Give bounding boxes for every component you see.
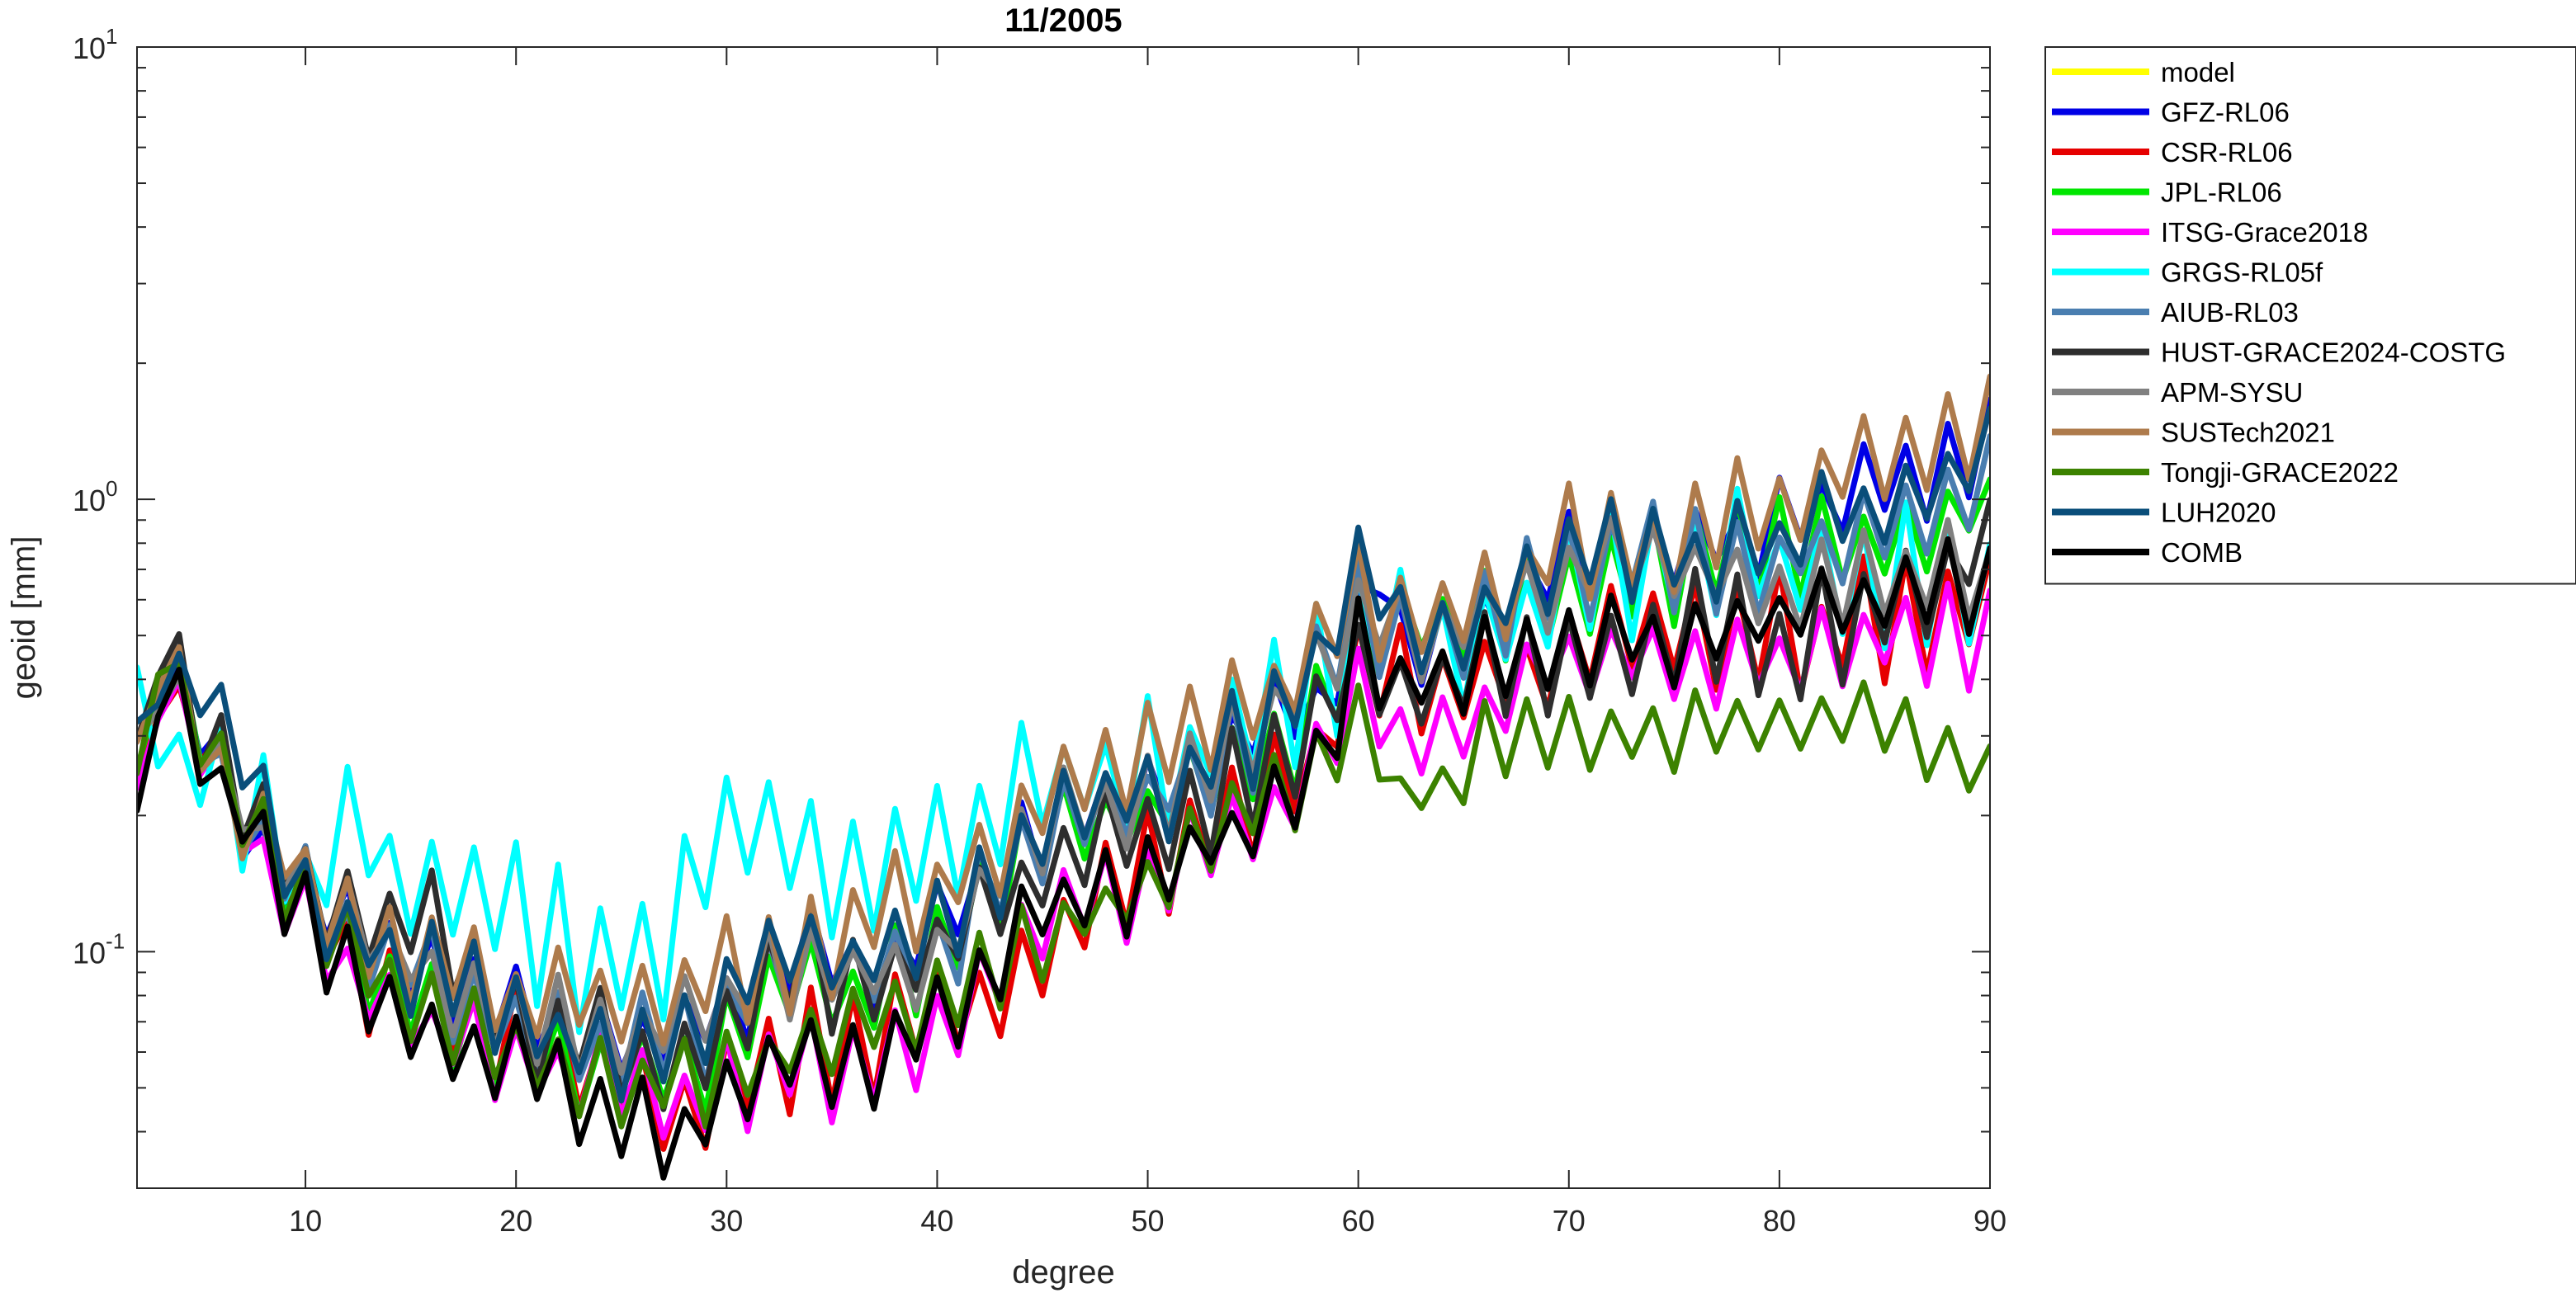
x-tick-label: 90 <box>1973 1204 2006 1238</box>
legend-entry-label: GFZ-RL06 <box>2161 97 2290 128</box>
x-tick-label: 60 <box>1342 1204 1375 1238</box>
series-line-comb <box>137 536 1990 1181</box>
series-line-apm-sysu <box>137 515 1990 1076</box>
series-line-hust-grace2024-costg <box>137 497 1990 1112</box>
legend-entry-label: ITSG-Grace2018 <box>2161 217 2368 248</box>
legend-entry-label: LUH2020 <box>2161 498 2276 528</box>
x-tick-label: 80 <box>1763 1204 1796 1238</box>
x-tick-label: 10 <box>289 1204 322 1238</box>
legend-entry-label: model <box>2161 57 2235 87</box>
y-axis-label: geoid [mm] <box>6 536 42 700</box>
plot-frame <box>136 46 1991 1189</box>
legend-entry-label: GRGS-RL05f <box>2161 257 2323 288</box>
series-lines <box>137 373 1990 1181</box>
legend-box <box>2044 46 2576 585</box>
x-axis-label: degree <box>1012 1254 1115 1291</box>
legend-entry-label: AIUB-RL03 <box>2161 297 2299 328</box>
x-tick-label: 40 <box>920 1204 953 1238</box>
chart-title: 11/2005 <box>1004 2 1122 39</box>
legend-entry-label: JPL-RL06 <box>2161 177 2282 208</box>
legend-entry-label: COMB <box>2161 537 2243 568</box>
series-line-tongji-grace2022 <box>137 660 1990 1130</box>
x-tick-label: 20 <box>499 1204 532 1238</box>
legend-entry-label: APM-SYSU <box>2161 377 2303 408</box>
legend: model GFZ-RL06 CSR-RL06 JPL-RL06 ITSG-Grace2… <box>2044 46 2576 585</box>
legend-entry-label: SUSTech2021 <box>2161 418 2335 448</box>
legend-entry-label: HUST-GRACE2024-COSTG <box>2161 337 2506 368</box>
legend-entry-label: Tongji-GRACE2022 <box>2161 457 2399 488</box>
x-tick-label: 30 <box>710 1204 743 1238</box>
legend-entry-label: CSR-RL06 <box>2161 137 2293 168</box>
x-tick-label: 50 <box>1132 1204 1165 1238</box>
x-tick-label: 70 <box>1553 1204 1586 1238</box>
series-line-luh2020 <box>137 405 1990 1104</box>
